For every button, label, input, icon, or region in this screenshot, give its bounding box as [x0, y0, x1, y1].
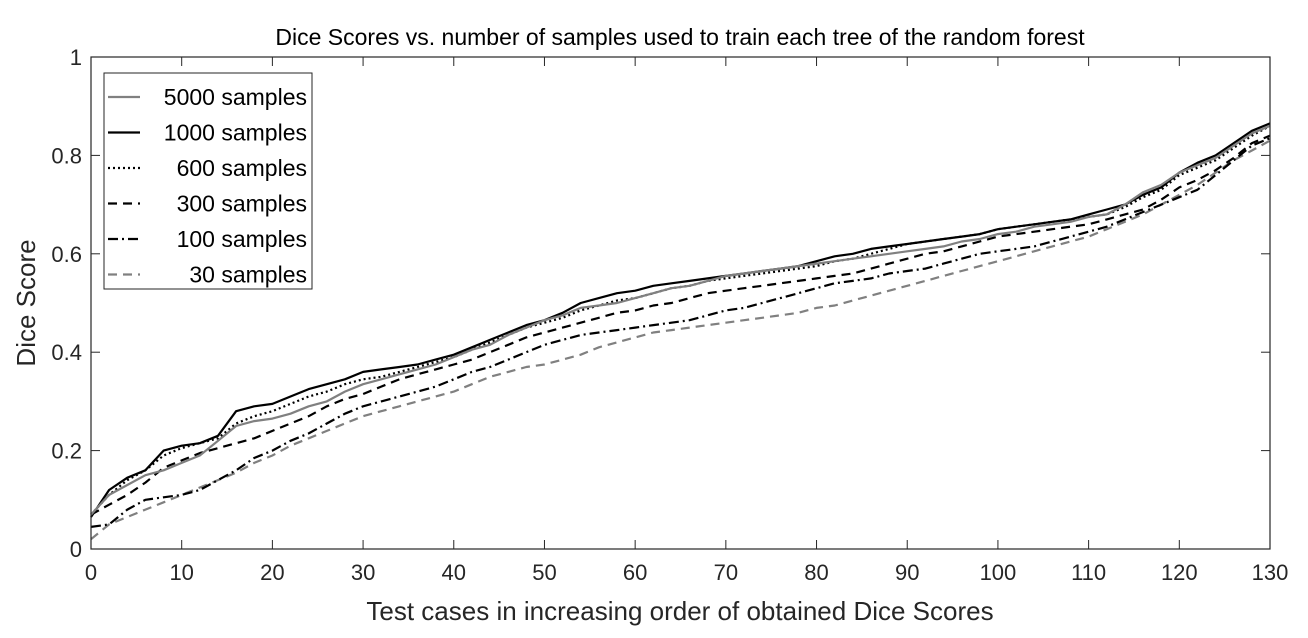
y-tick-label: 1 — [70, 45, 82, 70]
legend-label: 1000 samples — [164, 120, 307, 146]
legend-label: 300 samples — [177, 191, 307, 217]
legend-label: 30 samples — [189, 262, 307, 288]
series-line-1000-samples — [90, 122, 1271, 518]
axis-ticks: 0 10 20 30 40 50 60 70 80 90 100 110 120 130 0 0.2 0.4 0.… — [51, 45, 1288, 585]
series-line-300-samples — [90, 134, 1271, 516]
x-tick-label: 120 — [1161, 560, 1198, 585]
axes-box — [90, 56, 1271, 550]
y-tick-label: 0.6 — [51, 242, 82, 267]
series-line-100-samples — [90, 137, 1271, 528]
legend-box — [103, 72, 313, 290]
x-axis-label: Test cases in increasing order of obtain… — [366, 596, 993, 626]
plot-area — [90, 122, 1271, 541]
x-tick-label: 80 — [804, 560, 828, 585]
y-tick-label: 0.4 — [51, 340, 82, 365]
legend-label: 600 samples — [177, 155, 307, 181]
x-tick-label: 60 — [623, 560, 647, 585]
x-tick-label: 10 — [169, 560, 193, 585]
series-line-30-samples — [90, 139, 1271, 541]
x-tick-label: 70 — [714, 560, 738, 585]
legend-label: 100 samples — [177, 226, 307, 252]
y-axis-label: Dice Score — [11, 239, 41, 366]
chart-title: Dice Scores vs. number of samples used t… — [275, 24, 1085, 50]
x-tick-label: 50 — [532, 560, 556, 585]
x-tick-label: 40 — [442, 560, 466, 585]
legend: 5000 samples 1000 samples 600 samples 300 s… — [103, 72, 313, 290]
y-tick-label: 0.8 — [51, 143, 82, 168]
x-tick-label: 90 — [895, 560, 919, 585]
y-tick-label: 0 — [70, 537, 82, 562]
x-tick-label: 20 — [260, 560, 284, 585]
x-tick-label: 100 — [980, 560, 1017, 585]
x-tick-label: 130 — [1252, 560, 1289, 585]
legend-label: 5000 samples — [164, 84, 307, 110]
x-tick-label: 0 — [85, 560, 97, 585]
y-tick-label: 0.2 — [51, 439, 82, 464]
x-tick-label: 110 — [1071, 560, 1106, 585]
x-tick-label: 30 — [351, 560, 375, 585]
series-line-5000-samples — [90, 124, 1271, 516]
